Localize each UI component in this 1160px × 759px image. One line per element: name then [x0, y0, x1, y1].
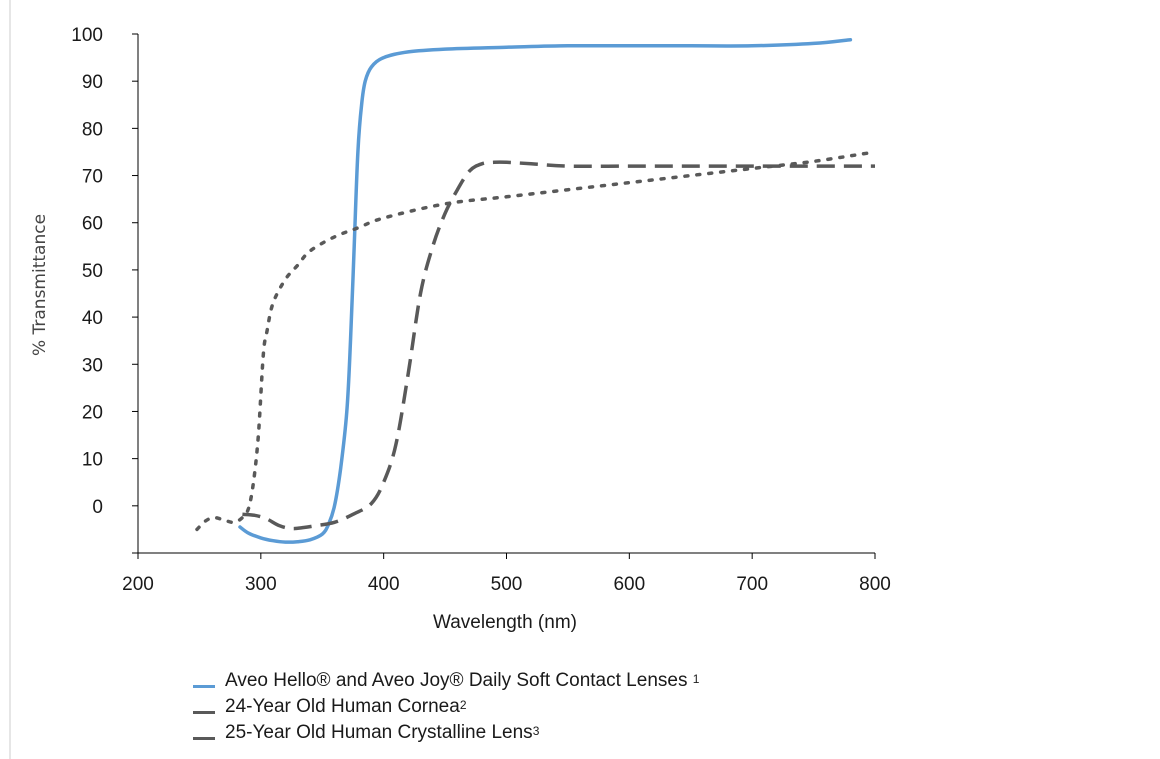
legend-label-lens: Aveo Hello® and Aveo Joy® Daily Soft Con…	[225, 670, 688, 691]
legend-item-crystalline: 25-Year Old Human Crystalline Lens 3	[193, 720, 699, 746]
legend-sup-lens: 1	[692, 672, 700, 686]
legend-swatch-lens	[193, 684, 215, 688]
series-line-cornea	[242, 160, 875, 531]
legend-swatch-crystalline	[193, 736, 215, 740]
legend-item-cornea: 24-Year Old Human Cornea 2	[193, 694, 699, 720]
legend-item-lens: Aveo Hello® and Aveo Joy® Daily Soft Con…	[193, 668, 699, 694]
y-tick-label: 60	[82, 214, 103, 235]
y-tick-label: 90	[82, 72, 103, 93]
x-tick-label: 300	[245, 574, 277, 595]
x-tick-label: 600	[613, 574, 645, 595]
series-layer	[195, 37, 877, 544]
y-tick-label: 10	[82, 450, 103, 471]
legend-sup-crystalline: 3	[532, 724, 540, 738]
y-tick-label: 40	[82, 308, 103, 329]
legend-label-crystalline: 25-Year Old Human Crystalline Lens	[225, 722, 533, 743]
y-axis-label: % Transmittance	[30, 214, 50, 356]
legend-sup-cornea: 2	[459, 698, 467, 712]
series-line-lens	[238, 37, 853, 544]
left-border-line	[9, 0, 11, 759]
y-tick-label: 30	[82, 355, 103, 376]
y-tick-label: 80	[82, 119, 103, 140]
y-tick-label: 50	[82, 261, 103, 282]
y-tick-label: 100	[71, 25, 103, 46]
legend-swatch-cornea	[193, 710, 215, 714]
y-tick-label: 70	[82, 167, 103, 188]
y-tick-label: 20	[82, 402, 103, 423]
x-tick-label: 400	[368, 574, 400, 595]
x-tick-label: 200	[122, 574, 154, 595]
axes: 0 10 20 30 40 50 60 70 80 90 100 200 300 400 500 600 700…	[71, 25, 891, 595]
legend-label-cornea: 24-Year Old Human Cornea	[225, 696, 460, 717]
legend: Aveo Hello® and Aveo Joy® Daily Soft Con…	[193, 668, 699, 746]
x-tick-label: 800	[859, 574, 891, 595]
y-tick-label: 0	[92, 497, 103, 518]
series-line-crystalline	[195, 150, 877, 532]
x-axis-label: Wavelength (nm)	[433, 612, 577, 633]
x-tick-label: 700	[736, 574, 768, 595]
x-tick-label: 500	[491, 574, 523, 595]
